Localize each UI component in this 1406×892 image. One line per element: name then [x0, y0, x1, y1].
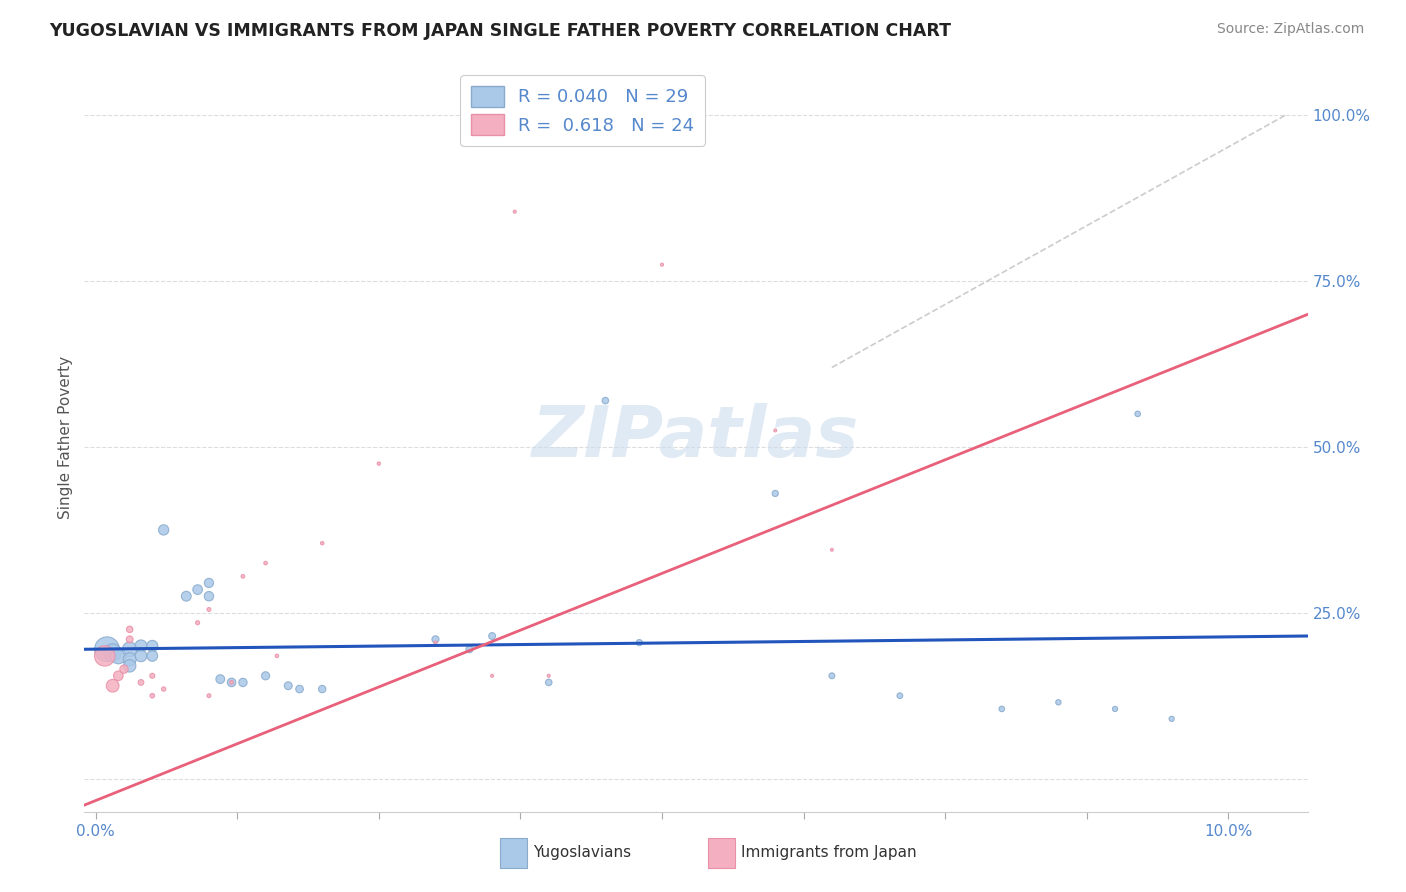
Point: [254, 669, 277, 683]
Point: [107, 648, 129, 663]
Point: [232, 569, 254, 583]
Point: [763, 424, 786, 438]
Point: [481, 669, 503, 683]
Point: [141, 639, 163, 653]
Point: [367, 457, 389, 471]
Text: Source: ZipAtlas.com: Source: ZipAtlas.com: [1216, 22, 1364, 37]
Point: [458, 642, 481, 657]
Text: Immigrants from Japan: Immigrants from Japan: [741, 846, 917, 861]
Bar: [501, 838, 527, 868]
Point: [288, 681, 311, 696]
Text: ZIPatlas: ZIPatlas: [533, 402, 859, 472]
Point: [118, 658, 141, 673]
Point: [537, 675, 560, 690]
Point: [821, 542, 844, 557]
Point: [187, 615, 209, 630]
Point: [152, 681, 174, 696]
Point: [152, 523, 174, 537]
Point: [311, 536, 333, 550]
Point: [107, 669, 129, 683]
Point: [1126, 407, 1149, 421]
Point: [595, 393, 617, 408]
Point: [311, 681, 333, 696]
Point: [889, 689, 911, 703]
Point: [503, 204, 526, 219]
Point: [651, 258, 673, 272]
Point: [198, 602, 221, 616]
Point: [425, 632, 447, 647]
Point: [1047, 695, 1070, 709]
Point: [763, 486, 786, 500]
Point: [101, 679, 124, 693]
Point: [254, 556, 277, 570]
Point: [129, 675, 152, 690]
Point: [821, 669, 844, 683]
Point: [232, 675, 254, 690]
Point: [1104, 702, 1126, 716]
Text: Yugoslavians: Yugoslavians: [533, 846, 631, 861]
Point: [112, 662, 135, 676]
Point: [118, 652, 141, 666]
Point: [129, 648, 152, 663]
Y-axis label: Single Father Poverty: Single Father Poverty: [58, 356, 73, 518]
Point: [198, 576, 221, 591]
Point: [118, 632, 141, 647]
Point: [141, 689, 163, 703]
Point: [118, 642, 141, 657]
Point: [93, 648, 117, 663]
Point: [141, 648, 163, 663]
Point: [1160, 712, 1182, 726]
Point: [187, 582, 209, 597]
Point: [221, 675, 243, 690]
Point: [277, 679, 299, 693]
Point: [628, 635, 651, 649]
Point: [96, 642, 118, 657]
Point: [174, 589, 197, 603]
Point: [537, 669, 560, 683]
Point: [266, 648, 288, 663]
Point: [118, 623, 141, 637]
Point: [209, 672, 232, 686]
Point: [198, 689, 221, 703]
Point: [991, 702, 1014, 716]
Point: [221, 675, 243, 690]
Legend: R = 0.040   N = 29, R =  0.618   N = 24: R = 0.040 N = 29, R = 0.618 N = 24: [460, 75, 704, 145]
Point: [425, 635, 447, 649]
Point: [141, 669, 163, 683]
Point: [101, 646, 124, 660]
Bar: [709, 838, 735, 868]
Point: [129, 639, 152, 653]
Point: [198, 589, 221, 603]
Text: YUGOSLAVIAN VS IMMIGRANTS FROM JAPAN SINGLE FATHER POVERTY CORRELATION CHART: YUGOSLAVIAN VS IMMIGRANTS FROM JAPAN SIN…: [49, 22, 952, 40]
Point: [481, 629, 503, 643]
